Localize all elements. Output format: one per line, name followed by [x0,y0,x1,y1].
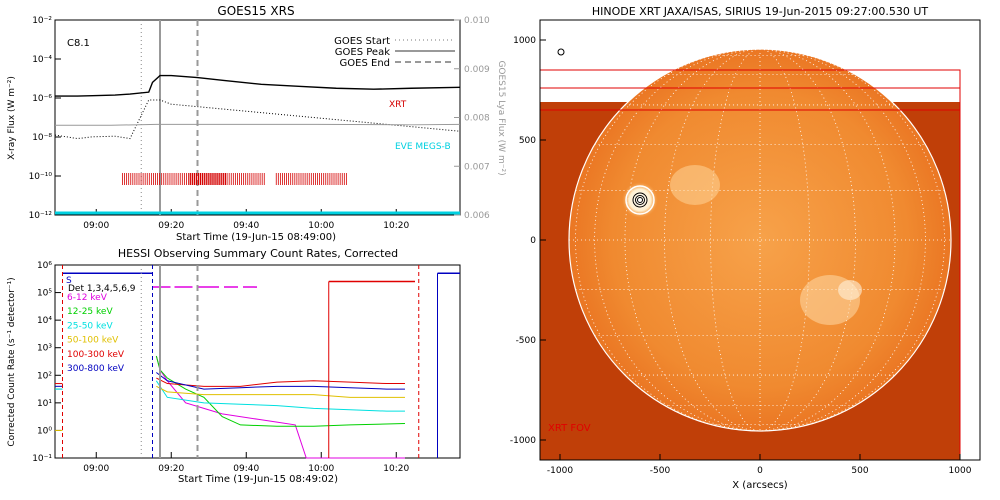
hessi-series-25-50- [155,380,405,412]
hessi-series-100-300- [156,377,405,387]
longitude-line [759,48,945,432]
xrt-panel: HINODE XRT JAXA/ISAS, SIRIUS 19-Jun-2015… [539,5,981,491]
longitude-line [759,48,896,432]
hessi-ylabel: Corrected Count Rate (s⁻¹ detector⁻¹) [7,277,17,446]
xrt-xtick-label: 0 [757,466,763,476]
flare-contour-1 [632,192,648,208]
goes-xtick-label: 09:40 [233,221,259,231]
flare-circle [625,185,655,215]
hessi-series-50-100- [156,385,405,398]
goes-y2tick-label: 0.007 [464,162,490,172]
hessi-legend-25-50-: 25-50 keV [67,321,113,331]
hessi-series-300-800- [156,372,405,390]
xrt-fov-label: XRT FOV [548,423,591,434]
longitude-line [594,48,761,432]
hessi-ytick-label: 10⁴ [37,316,52,326]
goes-ytick-label: 10⁻² [32,16,52,26]
hessi-xtick-label: 09:00 [83,464,109,474]
solar-grid [569,48,951,432]
series-label-eve: EVE MEGS-B [395,142,451,152]
xrt-xtick-label: 1000 [949,466,972,476]
active-region [622,182,658,218]
hessi-ytick-label: 10¹ [37,399,52,409]
xrt-ytick-label: 1000 [513,36,536,46]
goes-ytick-label: 10⁻⁶ [32,94,52,104]
hessi-xtick-label: 10:00 [308,464,334,474]
hessi-ytick-label: 10⁻¹ [32,454,52,464]
hessi-ytick-label: 10⁰ [37,426,52,436]
hessi-panel: HESSI Observing Summary Count Rates, Cor… [7,247,461,485]
flare-contour-2 [635,195,645,205]
bright-region-2 [838,280,862,300]
hessi-legend-50-100-: 50-100 keV [67,336,119,346]
xrt-ytick-label: 500 [519,136,536,146]
hessi-ytick-label: 10² [37,371,52,381]
hessi-legend-300-800-: 300-800 keV [67,364,125,374]
goes-lya-line [55,123,461,126]
flare-contour-3 [637,197,643,203]
hessi-xlabel: Start Time (19-Jun-15 08:49:02) [178,474,338,485]
hessi-xtick-label: 09:20 [158,464,184,474]
legend-goes-peak: GOES Peak [335,47,390,58]
hessi-legend-12-25-: 12-25 keV [67,307,113,317]
longitude-line [759,48,926,432]
hessi-series-6-12- [155,355,405,459]
xrt-xtick-label: 500 [851,466,868,476]
goes-ytick-label: 10⁻¹² [29,211,53,221]
goes-y2tick-label: 0.010 [464,16,490,26]
hessi-flag-s: S [66,276,72,286]
hessi-legend-6-12-: 6-12 keV [67,293,108,303]
xrt-fov-box-3 [540,109,961,460]
dynamic-layer: 10⁻² 10⁻⁴ 10⁻⁶ 10⁻⁸ 10⁻¹⁰ 10⁻¹² 0.010 0.009 0.00… [29,16,972,476]
hessi-flag-det: Det 1,3,4,5,6,9 [68,284,136,294]
series-label-xrt: XRT [389,100,407,110]
xrt-xlabel: X (arcsecs) [732,480,788,491]
goes-y2tick-label: 0.006 [464,211,490,221]
goes-plot-frame [54,19,461,216]
goes-xtick-label: 10:20 [383,221,409,231]
goes-y2tick-label: 0.008 [464,114,490,124]
goes-title: GOES15 XRS [217,4,294,18]
goes-xtick-label: 10:00 [308,221,334,231]
longitude-line [575,48,761,432]
goes-xlabel: Start Time (19-Jun-15 08:49:00) [176,232,336,243]
hessi-xtick-label: 09:40 [233,464,259,474]
xrt-ytick-label: -1000 [510,436,536,446]
marker-circle [557,48,565,56]
goes-legend: GOES Start GOES Peak GOES End [334,36,455,69]
hessi-legend-100-300-: 100-300 keV [67,350,125,360]
hessi-plot-frame [54,264,461,459]
hessi-series-12-25- [155,355,405,427]
xrt-image: XRT FOV [540,20,980,460]
xrt-xtick-label: -500 [650,466,671,476]
hessi-ytick-label: 10⁶ [37,261,52,271]
goes-ytick-label: 10⁻¹⁰ [29,172,53,182]
solar-limb [568,48,952,432]
goes-panel: GOES15 XRS C8.1 GOES Start GOES Peak GOE… [7,4,506,243]
goes-xtick-label: 09:00 [83,221,109,231]
xrt-xtick-label: -1000 [547,466,573,476]
goes-ytick-label: 10⁻⁴ [32,55,52,65]
xrt-ytick-label: 0 [530,236,536,246]
bright-region-3 [670,165,720,205]
hessi-xtick-label: 10:20 [383,464,409,474]
goes-y2label: GOES15 Lya Flux (W m⁻²) [496,60,506,175]
hessi-ytick-label: 10⁵ [37,289,52,299]
hessi-ytick-label: 10³ [37,344,52,354]
goes-class-label: C8.1 [67,38,90,49]
legend-goes-end: GOES End [340,58,390,69]
goes-xrs-long-line [55,74,461,97]
goes-ylabel: X-ray Flux (W m⁻²) [7,76,17,160]
goes-xrs-short-line [54,99,461,140]
xrt-title: HINODE XRT JAXA/ISAS, SIRIUS 19-Jun-2015… [592,5,929,18]
xrt-ytick-label: -500 [516,336,537,346]
goes-y2tick-label: 0.009 [464,65,490,75]
goes-xtick-label: 09:20 [158,221,184,231]
legend-goes-start: GOES Start [334,36,390,47]
longitude-line [624,48,761,432]
hessi-title: HESSI Observing Summary Count Rates, Cor… [118,247,398,260]
goes-ytick-label: 10⁻⁸ [32,133,52,143]
